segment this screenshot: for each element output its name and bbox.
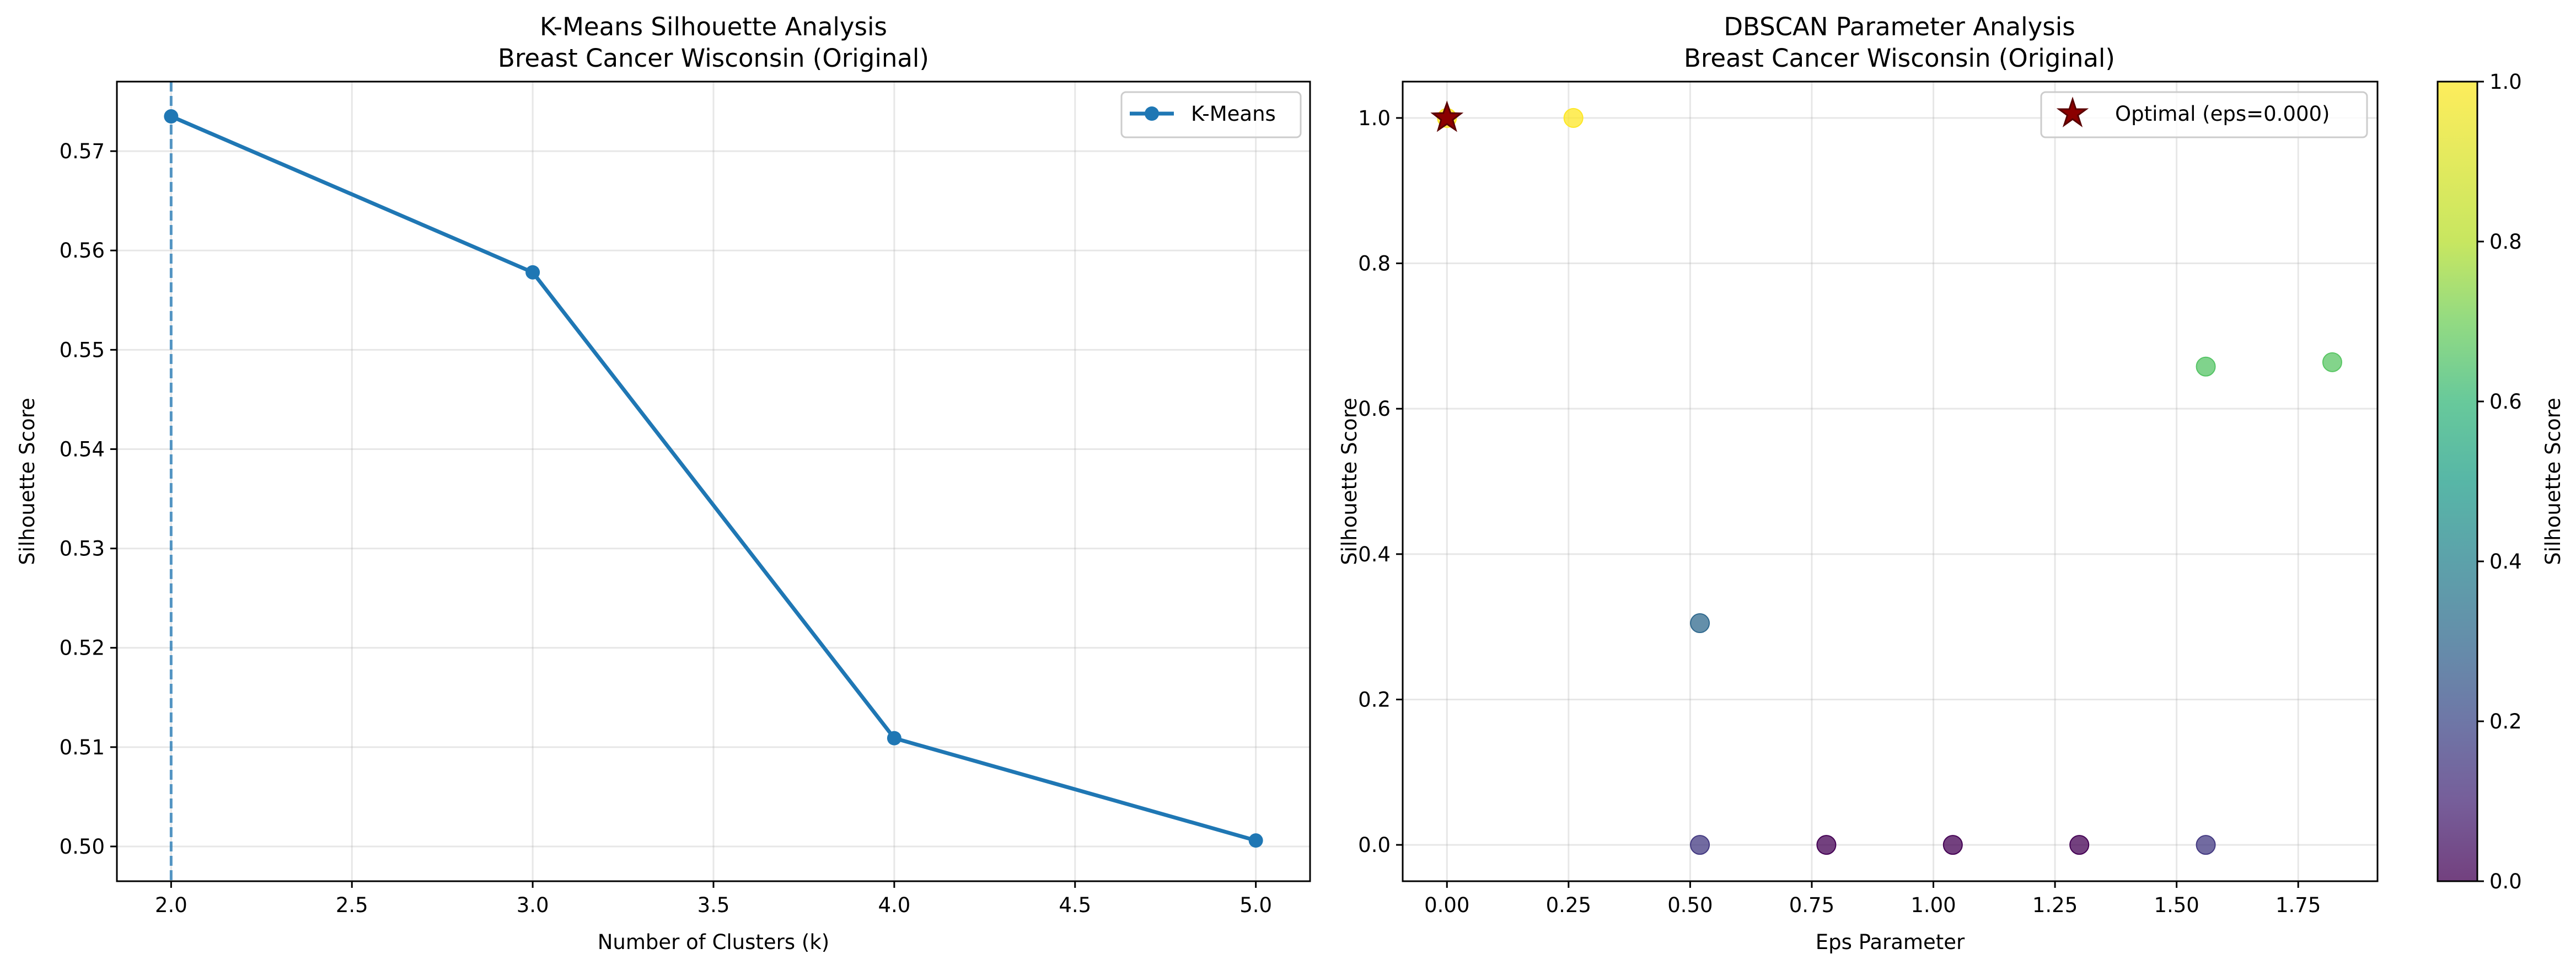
- dbscan-y-tick-label: 0.8: [1358, 252, 1391, 276]
- dbscan-data-point: [1563, 108, 1584, 128]
- dbscan-chart-subtitle: Breast Cancer Wisconsin (Original): [1684, 44, 2115, 73]
- kmeans-y-tick-label: 0.57: [60, 140, 105, 163]
- colorbar-tick-label: 0.6: [2489, 390, 2522, 414]
- dbscan-y-tick-label: 0.2: [1358, 688, 1391, 711]
- dbscan-y-tick-label: 0.6: [1358, 397, 1391, 421]
- colorbar-tick-label: 0.2: [2489, 710, 2522, 733]
- dbscan-plot-area: [1430, 100, 2342, 855]
- dbscan-chart-title: DBSCAN Parameter Analysis: [1724, 12, 2075, 41]
- dbscan-x-tick-label: 0.75: [1789, 893, 1834, 917]
- dbscan-axis-ticks: 0.00 0.25 0.50 0.75 1.00 1.25 1.50 1.75 0.0 0.2 0.…: [1358, 106, 2321, 917]
- kmeans-x-tick-label: 4.5: [1059, 893, 1091, 917]
- kmeans-legend-label: K-Means: [1191, 102, 1276, 126]
- kmeans-y-tick-label: 0.53: [60, 537, 105, 561]
- kmeans-x-tick-label: 2.0: [155, 893, 187, 917]
- kmeans-y-axis-label: Silhouette Score: [15, 398, 39, 565]
- kmeans-data-point: [164, 109, 179, 124]
- colorbar: 0.0 0.2 0.4 0.6 0.8 1.0 Silhouette Score: [2437, 70, 2565, 893]
- colorbar-tick-label: 1.0: [2489, 70, 2522, 94]
- dbscan-y-tick-label: 0.0: [1358, 833, 1391, 857]
- kmeans-y-tick-label: 0.55: [60, 338, 105, 362]
- kmeans-data-point: [1248, 833, 1263, 848]
- kmeans-y-tick-label: 0.50: [60, 835, 105, 859]
- kmeans-legend: K-Means: [1120, 91, 1302, 138]
- kmeans-x-tick-label: 4.0: [878, 893, 910, 917]
- dbscan-data-point: [1690, 835, 1710, 855]
- kmeans-x-axis-label: Number of Clusters (k): [598, 930, 829, 954]
- kmeans-gridlines: [117, 82, 1310, 881]
- kmeans-plot-area: [164, 82, 1263, 881]
- kmeans-axis-ticks: 2.0 2.5 3.0 3.5 4.0 4.5 5.0 0.50 0.51 0.52 0.53 0.5…: [60, 140, 1272, 917]
- kmeans-y-tick-label: 0.51: [60, 736, 105, 759]
- dbscan-data-point: [1816, 835, 1837, 855]
- dbscan-data-point: [2196, 835, 2216, 855]
- optimal-legend-star-icon: [2056, 97, 2089, 127]
- dbscan-axes-frame: [1402, 81, 2379, 882]
- dbscan-x-tick-label: 0.00: [1424, 893, 1469, 917]
- colorbar-tick-label: 0.0: [2489, 870, 2522, 893]
- kmeans-y-tick-label: 0.56: [60, 239, 105, 262]
- dbscan-x-tick-label: 1.25: [2032, 893, 2078, 917]
- colorbar-label: Silhouette Score: [2541, 398, 2565, 565]
- kmeans-axes-frame: [116, 81, 1311, 882]
- dbscan-x-axis-label: Eps Parameter: [1816, 930, 1965, 954]
- dbscan-chart: DBSCAN Parameter Analysis Breast Cancer …: [1338, 12, 2379, 954]
- dbscan-data-point: [2069, 835, 2090, 855]
- dbscan-data-point: [1690, 613, 1710, 634]
- dbscan-legend: Optimal (eps=0.000): [2040, 91, 2368, 138]
- kmeans-legend-marker: [1145, 106, 1159, 121]
- colorbar-gradient: [2438, 82, 2477, 881]
- kmeans-x-tick-label: 2.5: [336, 893, 368, 917]
- dbscan-x-tick-label: 1.50: [2154, 893, 2199, 917]
- dbscan-legend-box: [2040, 91, 2368, 138]
- kmeans-chart-subtitle: Breast Cancer Wisconsin (Original): [498, 44, 929, 73]
- colorbar-tick-label: 0.4: [2489, 550, 2522, 574]
- kmeans-data-point: [887, 731, 901, 746]
- kmeans-chart: K-Means Silhouette Analysis Breast Cance…: [15, 12, 1311, 954]
- kmeans-data-point: [525, 265, 540, 280]
- kmeans-x-tick-label: 5.0: [1239, 893, 1272, 917]
- colorbar-frame: [2437, 81, 2478, 882]
- dbscan-x-tick-label: 0.50: [1667, 893, 1713, 917]
- kmeans-series-line: [170, 114, 1257, 843]
- dbscan-y-axis-label: Silhouette Score: [1338, 398, 1361, 565]
- kmeans-y-tick-label: 0.54: [60, 437, 105, 461]
- kmeans-x-tick-label: 3.0: [517, 893, 549, 917]
- dbscan-data-point: [1942, 835, 1963, 855]
- dbscan-y-tick-label: 0.4: [1358, 543, 1391, 566]
- dbscan-x-tick-label: 1.75: [2276, 893, 2321, 917]
- kmeans-legend-box: [1120, 91, 1302, 138]
- kmeans-x-tick-label: 3.5: [697, 893, 730, 917]
- dbscan-gridlines: [1403, 82, 2378, 881]
- optimal-eps-star-marker: [1430, 100, 1464, 132]
- kmeans-chart-title: K-Means Silhouette Analysis: [540, 12, 887, 41]
- dbscan-legend-label: Optimal (eps=0.000): [2115, 102, 2330, 126]
- colorbar-ticks: 0.0 0.2 0.4 0.6 0.8 1.0: [2477, 70, 2522, 893]
- dbscan-data-point: [2196, 356, 2216, 377]
- dbscan-data-point: [2322, 352, 2342, 372]
- kmeans-y-tick-label: 0.52: [60, 636, 105, 660]
- dbscan-x-tick-label: 0.25: [1546, 893, 1591, 917]
- colorbar-tick-label: 0.8: [2489, 230, 2522, 254]
- dbscan-x-tick-label: 1.00: [1910, 893, 1956, 917]
- dbscan-y-tick-label: 1.0: [1358, 106, 1391, 130]
